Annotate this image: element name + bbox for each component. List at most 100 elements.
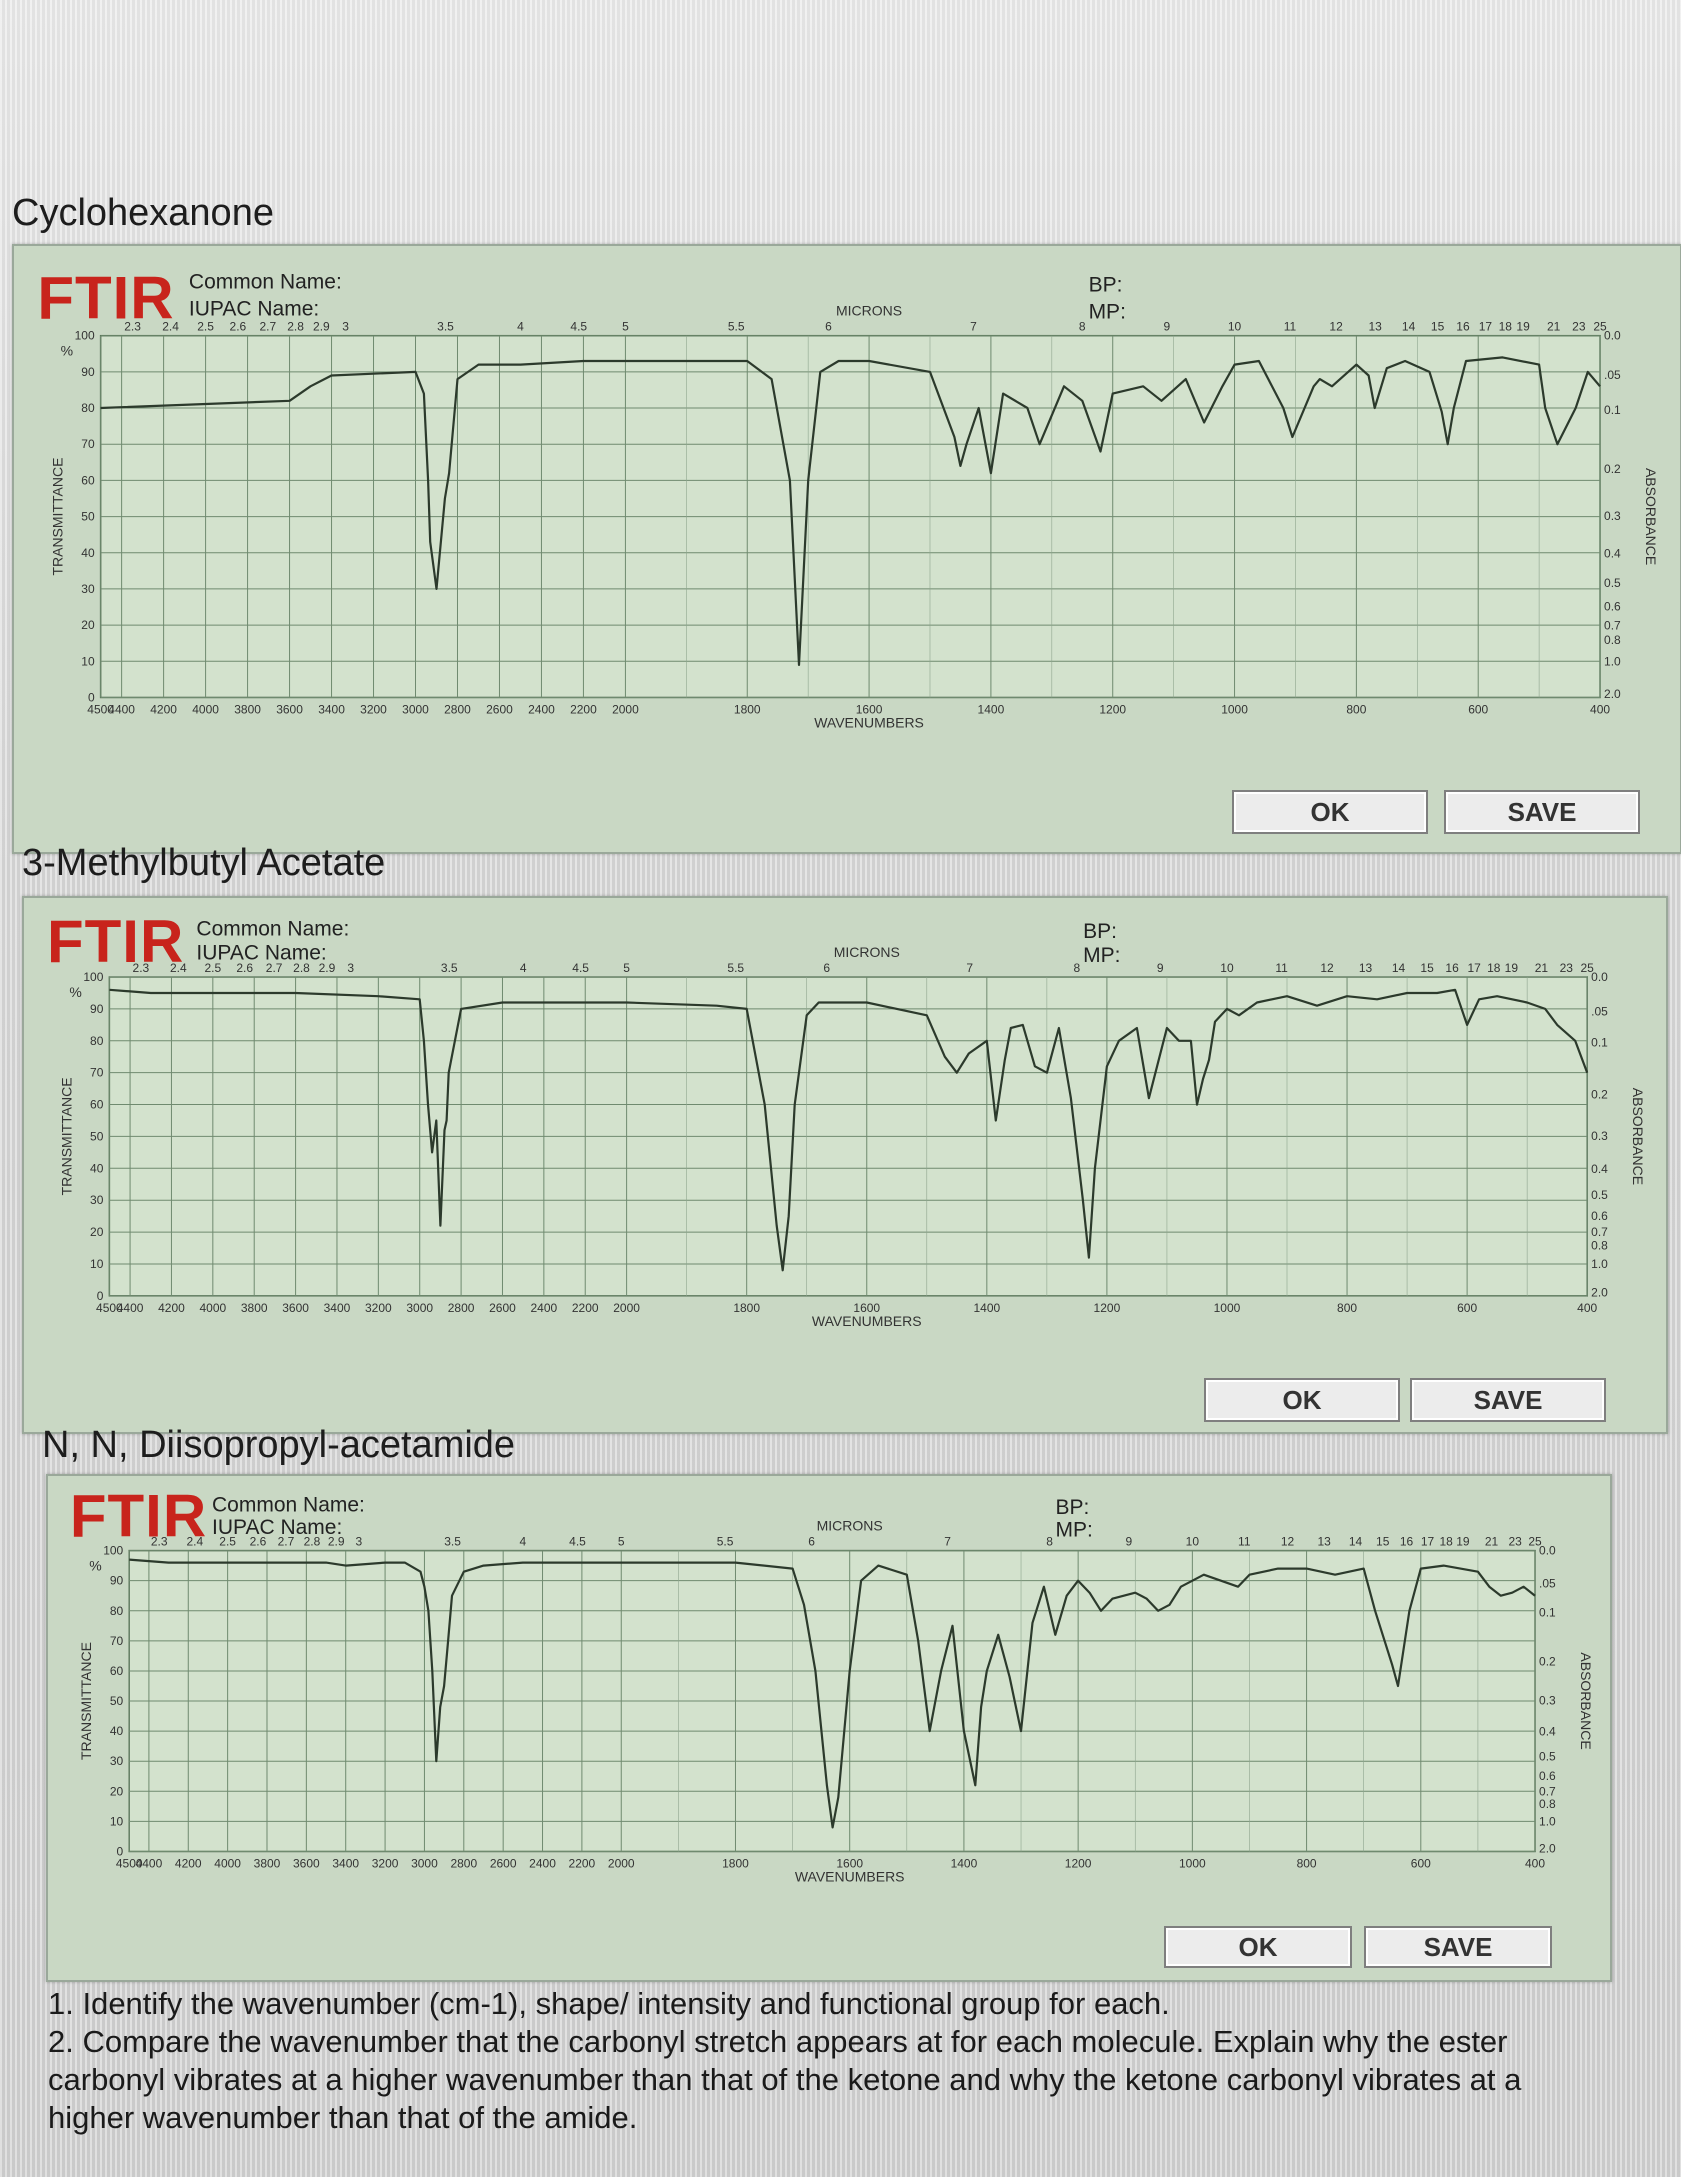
y-tick-label: 70 <box>90 1066 104 1080</box>
micron-tick-label: 19 <box>1505 961 1519 975</box>
ok-button[interactable]: OK <box>1204 1378 1400 1422</box>
ftir-panel-1: FTIR Common Name: IUPAC Name: BP: MP: 0 10 20 30… <box>12 244 1681 854</box>
x-tick-label: 3600 <box>293 1856 320 1870</box>
micron-tick-label: 15 <box>1376 1535 1390 1549</box>
micron-tick-label: 7 <box>970 320 977 334</box>
x-tick-label: 2600 <box>490 1856 517 1870</box>
absorbance-tick-label: 0.1 <box>1591 1036 1608 1050</box>
x-tick-label: 4400 <box>136 1856 163 1870</box>
question-1: 1. Identify the wavenumber (cm-1), shape… <box>48 1986 1170 2021</box>
ok-button[interactable]: OK <box>1164 1926 1352 1968</box>
save-button[interactable]: SAVE <box>1410 1378 1606 1422</box>
ftir-panel-2: FTIR Common Name: IUPAC Name: BP: MP: 0 10 20 30… <box>22 896 1668 1434</box>
y-tick-label: 60 <box>81 473 95 487</box>
absorbance-tick-label: 0.0 <box>1604 329 1621 343</box>
micron-tick-label: 3 <box>342 320 349 334</box>
micron-tick-label: 5 <box>623 961 630 975</box>
micron-axis-title: MICRONS <box>834 944 900 960</box>
micron-tick-label: 25 <box>1593 320 1607 334</box>
y-tick-label: 70 <box>110 1634 124 1648</box>
micron-tick-label: 7 <box>966 961 973 975</box>
micron-tick-label: 8 <box>1074 961 1081 975</box>
bp-label: BP: <box>1089 273 1123 296</box>
x-tick-label: 4500 <box>96 1301 123 1315</box>
iupac-name-label: IUPAC Name: <box>196 941 326 964</box>
x-tick-label: 600 <box>1457 1301 1477 1315</box>
mp-label: MP: <box>1055 1518 1092 1541</box>
micron-tick-label: 6 <box>823 961 830 975</box>
absorbance-tick-label: 0.6 <box>1604 600 1621 614</box>
x-tick-label: 1600 <box>853 1301 880 1315</box>
y-tick-label: 90 <box>81 365 95 379</box>
y-tick-label: 30 <box>110 1754 124 1768</box>
micron-tick-label: 13 <box>1368 320 1382 334</box>
x-tick-label: 4400 <box>117 1301 144 1315</box>
compound-heading-3: N, N, Diisopropyl-acetamide <box>42 1424 516 1466</box>
micron-tick-label: 9 <box>1157 961 1164 975</box>
spectrum-line <box>129 1558 1536 1829</box>
absorbance-tick-label: 0.3 <box>1591 1129 1608 1143</box>
save-button[interactable]: SAVE <box>1364 1926 1552 1968</box>
y-tick-label: 80 <box>81 401 95 415</box>
micron-tick-label: 17 <box>1467 961 1481 975</box>
x-tick-label: 400 <box>1577 1301 1597 1315</box>
x-tick-label: 1600 <box>856 702 883 716</box>
absorbance-tick-label: 2.0 <box>1539 1841 1556 1855</box>
x-tick-label: 1800 <box>733 1301 760 1315</box>
micron-tick-label: 14 <box>1402 320 1416 334</box>
x-tick-label: 4200 <box>175 1856 202 1870</box>
micron-tick-label: 18 <box>1487 961 1501 975</box>
micron-tick-label: 6 <box>825 320 832 334</box>
micron-tick-label: 13 <box>1359 961 1373 975</box>
x-tick-label: 1400 <box>951 1856 978 1870</box>
x-tick-label: 2400 <box>531 1301 558 1315</box>
micron-tick-label: 2.8 <box>293 961 310 975</box>
absorbance-tick-label: 1.0 <box>1604 654 1621 668</box>
absorbance-tick-label: 0.4 <box>1591 1162 1608 1176</box>
absorbance-tick-label: 0.7 <box>1604 618 1621 632</box>
y-tick-label: 0 <box>97 1289 104 1303</box>
absorbance-tick-label: 0.3 <box>1604 509 1621 523</box>
micron-tick-label: 21 <box>1535 961 1549 975</box>
x-tick-label: 1400 <box>973 1301 1000 1315</box>
micron-tick-label: 21 <box>1547 320 1561 334</box>
ftir-chart-1: FTIR Common Name:IUPAC Name:BP:MP:0102030… <box>37 265 1659 731</box>
micron-tick-label: 18 <box>1440 1535 1454 1549</box>
x-tick-label: 1600 <box>836 1856 863 1870</box>
x-tick-label: 3400 <box>318 702 345 716</box>
y-tick-label: 80 <box>110 1604 124 1618</box>
micron-tick-label: 4 <box>517 320 524 334</box>
x-tick-label: 1000 <box>1179 1856 1206 1870</box>
ok-button[interactable]: OK <box>1232 790 1428 834</box>
micron-tick-label: 23 <box>1560 961 1574 975</box>
x-tick-label: 600 <box>1411 1856 1431 1870</box>
y-tick-label: 100 <box>83 970 103 984</box>
mp-label: MP: <box>1083 944 1120 967</box>
micron-tick-label: 2.3 <box>124 320 141 334</box>
absorbance-tick-label: 0.7 <box>1591 1225 1608 1239</box>
micron-tick-label: 4.5 <box>570 320 587 334</box>
micron-tick-label: 4.5 <box>572 961 589 975</box>
x-tick-label: 4400 <box>108 702 135 716</box>
micron-axis-title: MICRONS <box>836 303 902 319</box>
y-tick-label: 50 <box>81 510 95 524</box>
save-button[interactable]: SAVE <box>1444 790 1640 834</box>
x-tick-label: 2800 <box>444 702 471 716</box>
y-tick-label: 90 <box>90 1002 104 1016</box>
y-tick-label: 100 <box>103 1544 123 1558</box>
micron-tick-label: 3 <box>347 961 354 975</box>
x-tick-label: 4500 <box>87 702 114 716</box>
x-tick-label: 3800 <box>241 1301 268 1315</box>
y-tick-label: 90 <box>110 1574 124 1588</box>
micron-tick-label: 5.5 <box>717 1535 734 1549</box>
absorbance-tick-label: 2.0 <box>1604 687 1621 701</box>
ftir-title: FTIR <box>70 1482 207 1549</box>
y-tick-label: 60 <box>90 1098 104 1112</box>
micron-tick-label: 7 <box>944 1535 951 1549</box>
y-units-label: % <box>69 984 81 1000</box>
x-tick-label: 2200 <box>572 1301 599 1315</box>
x-tick-label: 1400 <box>978 702 1005 716</box>
micron-tick-label: 10 <box>1186 1535 1200 1549</box>
x-tick-label: 800 <box>1297 1856 1317 1870</box>
y2-axis-title: ABSORBANCE <box>1578 1652 1594 1749</box>
